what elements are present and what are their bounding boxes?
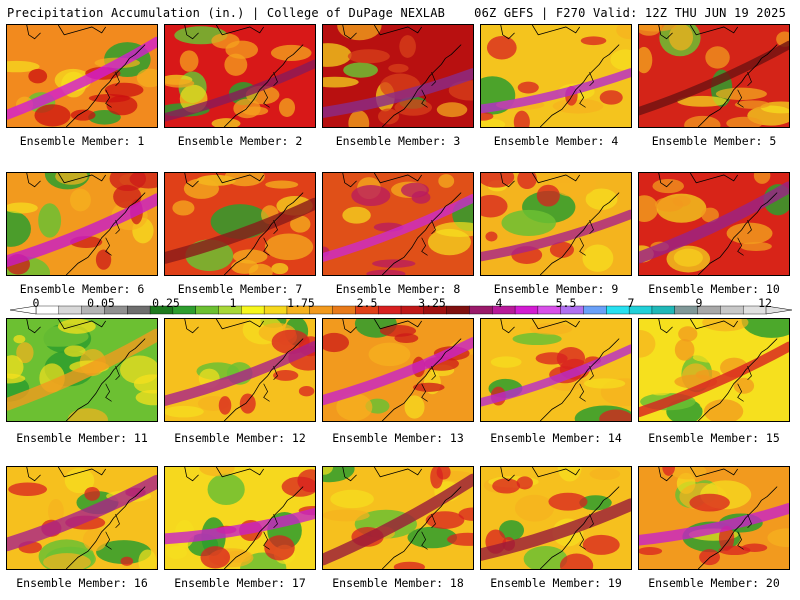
ensemble-member-map (6, 466, 158, 570)
ensemble-member-map (480, 24, 632, 128)
ensemble-member-label: Ensemble Member: 6 (19, 282, 145, 296)
colorbar-segment (241, 305, 265, 315)
ensemble-member-map (322, 318, 474, 422)
colorbar-tick-label: 2.5 (356, 296, 378, 310)
ensemble-member-label: Ensemble Member: 20 (648, 576, 780, 590)
ensemble-member-label: Ensemble Member: 13 (332, 431, 464, 445)
colorbar-tick-label: 1.75 (287, 296, 315, 310)
ensemble-member-label: Ensemble Member: 17 (174, 576, 306, 590)
ensemble-member-map (322, 172, 474, 276)
colorbar-segment (127, 305, 151, 315)
ensemble-member-map (6, 24, 158, 128)
ensemble-member-label: Ensemble Member: 8 (335, 282, 461, 296)
colorbar-tick-label: 0 (32, 296, 40, 310)
colorbar-tick-label: 3.25 (418, 296, 446, 310)
ensemble-member-label: Ensemble Member: 15 (648, 431, 780, 445)
ensemble-member-label: Ensemble Member: 14 (490, 431, 622, 445)
ensemble-member-map (6, 172, 158, 276)
ensemble-member-label: Ensemble Member: 12 (174, 431, 306, 445)
colorbar-right-arrow (765, 305, 793, 315)
colorbar-segment (58, 305, 83, 315)
ensemble-member-map (6, 318, 158, 422)
colorbar-segment (606, 305, 630, 315)
ensemble-member-label: Ensemble Member: 16 (16, 576, 148, 590)
ensemble-member-label: Ensemble Member: 19 (490, 576, 622, 590)
ensemble-member-label: Ensemble Member: 11 (16, 431, 148, 445)
colorbar-segment (332, 305, 356, 315)
ensemble-member-map (164, 172, 316, 276)
colorbar-tick-label: 0.25 (152, 296, 180, 310)
ensemble-member-map (638, 466, 790, 570)
colorbar-tick-label: 12 (758, 296, 772, 310)
colorbar-segment (583, 305, 607, 315)
colorbar-tick-label: 5.5 (555, 296, 577, 310)
ensemble-member-map (480, 318, 632, 422)
colorbar-tick-label: 1 (229, 296, 237, 310)
colorbar-tick-label: 4 (495, 296, 503, 310)
ensemble-member-label: Ensemble Member: 2 (177, 134, 303, 148)
ensemble-member-map (164, 466, 316, 570)
colorbar-left-arrow (9, 305, 37, 315)
colorbar-segment (469, 305, 493, 315)
ensemble-member-map (322, 24, 474, 128)
colorbar-segment (263, 305, 288, 315)
ensemble-member-label: Ensemble Member: 4 (493, 134, 619, 148)
ensemble-member-map (164, 24, 316, 128)
ensemble-member-map (322, 466, 474, 570)
ensemble-member-map (480, 172, 632, 276)
colorbar-tick-label: 7 (627, 296, 635, 310)
precip-colorbar (9, 305, 793, 315)
ensemble-member-map (638, 172, 790, 276)
ensemble-member-label: Ensemble Member: 18 (332, 576, 464, 590)
ensemble-member-label: Ensemble Member: 3 (335, 134, 461, 148)
colorbar-segment (720, 305, 744, 315)
ensemble-member-label: Ensemble Member: 9 (493, 282, 619, 296)
ensemble-member-map (638, 24, 790, 128)
ensemble-member-label: Ensemble Member: 10 (648, 282, 780, 296)
ensemble-member-map (638, 318, 790, 422)
colorbar-segment (514, 305, 539, 315)
colorbar-segment (651, 305, 676, 315)
title-left: Precipitation Accumulation (in.) | Colle… (7, 6, 446, 20)
colorbar-segment (446, 305, 470, 315)
ensemble-member-label: Ensemble Member: 5 (651, 134, 777, 148)
ensemble-member-label: Ensemble Member: 1 (19, 134, 145, 148)
colorbar-tick-label: 9 (695, 296, 703, 310)
colorbar-segment (674, 305, 699, 315)
colorbar-tick-label: 0.05 (87, 296, 115, 310)
ensemble-member-label: Ensemble Member: 7 (177, 282, 303, 296)
ensemble-member-map (164, 318, 316, 422)
colorbar-segment (377, 305, 402, 315)
ensemble-member-map (480, 466, 632, 570)
colorbar-segment (195, 305, 219, 315)
title-right: 06Z GEFS | F270 Valid: 12Z THU JUN 19 20… (474, 6, 786, 20)
